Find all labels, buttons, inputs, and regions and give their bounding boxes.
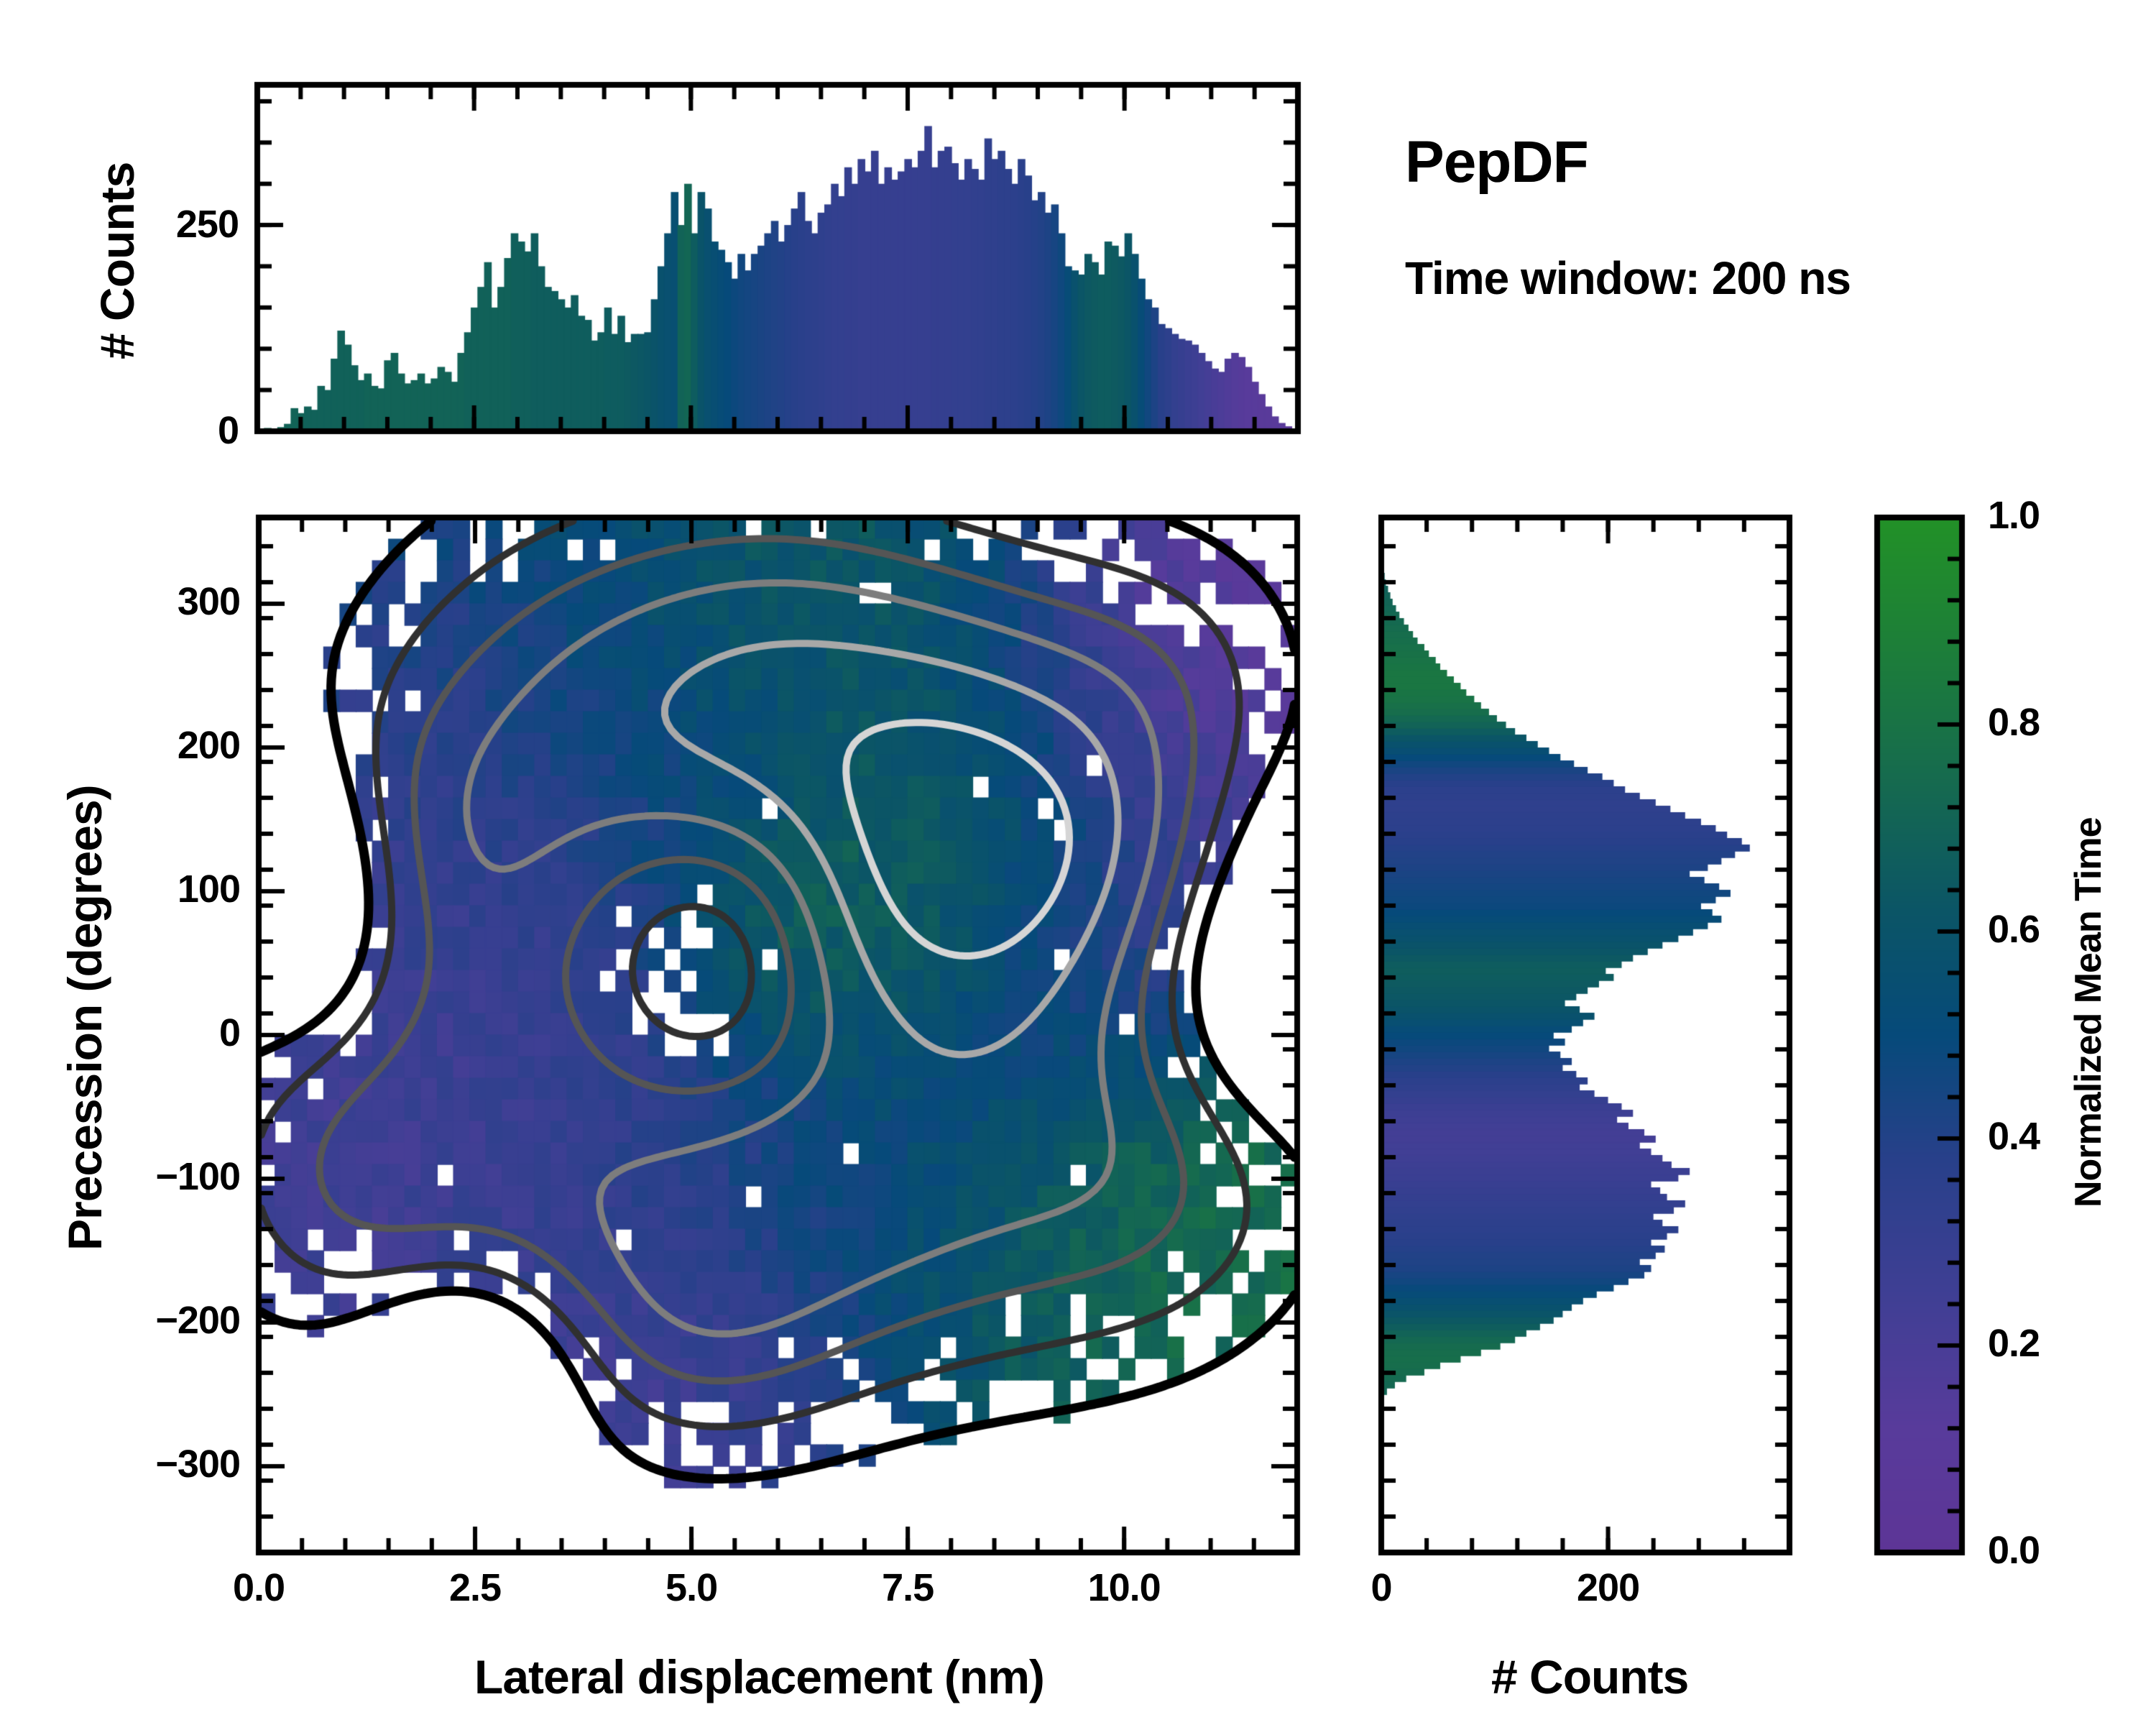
main-xtick-5.0: 5.0 bbox=[665, 1566, 718, 1609]
main-x-axis-label: Lateral displacement (nm) bbox=[474, 1650, 1045, 1703]
colorbar-tick-0.4: 0.4 bbox=[1988, 1115, 2040, 1158]
time-window-label: Time window: 200 ns bbox=[1405, 252, 1851, 304]
main-xtick-10.0: 10.0 bbox=[1087, 1566, 1161, 1609]
main-ytick-3: 0 bbox=[218, 1011, 241, 1054]
colorbar-tick-1.0: 1.0 bbox=[1988, 494, 2040, 537]
colorbar-tick-0.0: 0.0 bbox=[1988, 1529, 2040, 1572]
main-xtick-7.5: 7.5 bbox=[882, 1566, 934, 1609]
main-y-axis-label: Precession (degrees) bbox=[58, 785, 111, 1251]
right-histogram-x-axis-label: # Counts bbox=[1491, 1650, 1689, 1703]
page-title: PepDF bbox=[1405, 129, 1589, 195]
colorbar-tick-0.2: 0.2 bbox=[1988, 1322, 2040, 1365]
main-ytick-2: 100 bbox=[177, 868, 241, 911]
top-histogram-y-axis-label: # Counts bbox=[91, 162, 144, 359]
main-ytick-1: 200 bbox=[177, 724, 241, 767]
main-xtick-2.5: 2.5 bbox=[449, 1566, 502, 1609]
main-ytick-0: 300 bbox=[177, 580, 241, 623]
top-hist-ytick-250: 250 bbox=[175, 203, 239, 247]
main-ytick-4: −100 bbox=[155, 1155, 241, 1198]
colorbar-tick-0.8: 0.8 bbox=[1988, 701, 2040, 744]
main-ytick-6: −300 bbox=[155, 1443, 241, 1486]
colorbar-label: Normalized Mean Time bbox=[2068, 817, 2109, 1208]
colorbar-tick-0.6: 0.6 bbox=[1988, 908, 2040, 951]
main-xtick-0.0: 0.0 bbox=[232, 1566, 285, 1609]
right-hist-xtick-200: 200 bbox=[1577, 1566, 1640, 1609]
main-ytick-5: −200 bbox=[155, 1299, 241, 1342]
right-hist-xtick-0: 0 bbox=[1370, 1566, 1392, 1609]
top-hist-ytick-0: 0 bbox=[217, 409, 239, 452]
